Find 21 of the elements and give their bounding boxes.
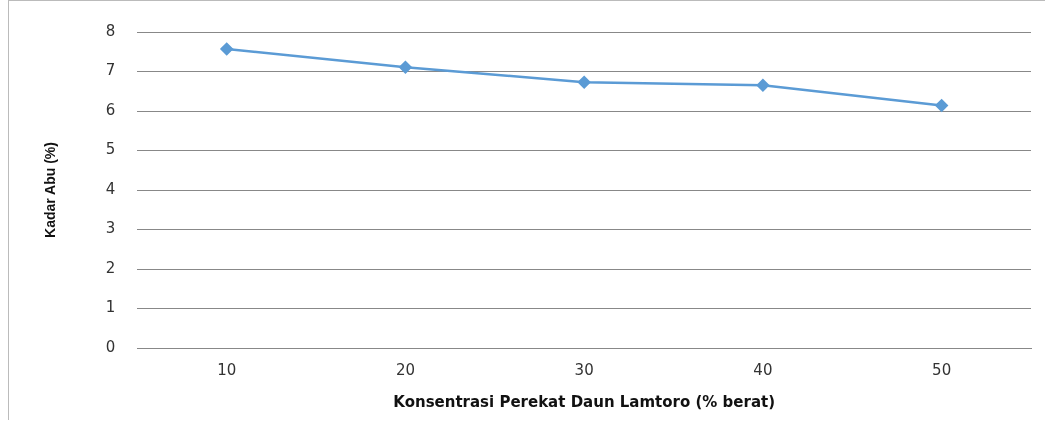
y-tick-label: 7: [105, 61, 116, 80]
y-tick-label: 1: [105, 298, 116, 317]
point: [220, 42, 233, 56]
y-tick-label: 6: [105, 100, 116, 119]
point: [399, 60, 412, 74]
point: [577, 75, 591, 89]
y-tick-label: 3: [105, 219, 116, 238]
y-tick-label: 5: [105, 140, 116, 159]
x-tick-label: 40: [753, 360, 773, 379]
y-tick-label: 2: [105, 258, 116, 277]
y-tick-label: 0: [105, 337, 116, 356]
y-tick-label: 4: [105, 179, 116, 198]
x-tick-label: 10: [217, 360, 237, 379]
point: [935, 99, 948, 112]
x-tick-label: 30: [574, 360, 594, 379]
y-axis-title: Kadar Abu (%): [42, 142, 59, 238]
y-tick-label: 8: [105, 21, 116, 40]
x-axis-title: Konsentrasi Perekat Daun Lamtoro (% berat): [393, 392, 776, 411]
x-tick-label: 20: [395, 360, 415, 379]
x-tick-label: 50: [932, 360, 952, 379]
point: [756, 79, 770, 92]
